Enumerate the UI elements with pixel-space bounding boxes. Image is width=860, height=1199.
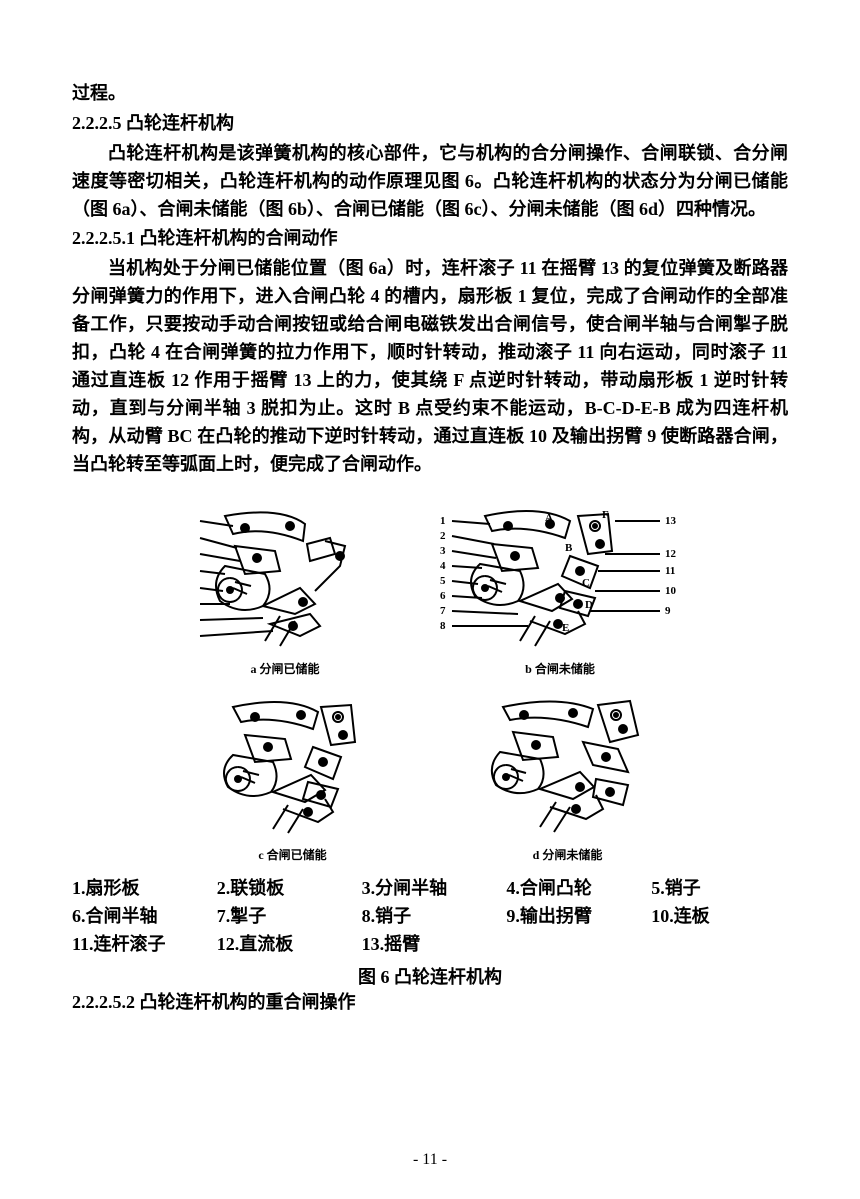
- legend-item: 11.连杆滚子: [72, 931, 209, 959]
- svg-text:A: A: [545, 512, 553, 524]
- legend-item: 7.掣子: [217, 903, 354, 931]
- svg-text:7: 7: [440, 605, 446, 617]
- figure-title: 图 6 凸轮连杆机构: [72, 963, 788, 989]
- legend-item: 5.销子: [651, 875, 788, 903]
- legend-item: 12.直流板: [217, 931, 354, 959]
- legend-list: 1.扇形板 2.联锁板 3.分闸半轴 4.合闸凸轮 5.销子 6.合闸半轴 7.…: [72, 875, 788, 959]
- diagram-6c: [193, 687, 393, 842]
- paragraph-body: 凸轮连杆机构是该弹簧机构的核心部件，它与机构的合分闸操作、合闸联锁、合分闸速度等…: [72, 140, 788, 224]
- legend-item: 6.合闸半轴: [72, 903, 209, 931]
- svg-text:D: D: [585, 599, 593, 611]
- page-number: - 11 -: [0, 1151, 860, 1169]
- heading-2-2-2-5-1: 2.2.2.5.1 凸轮连杆机构的合闸动作: [72, 225, 788, 253]
- svg-text:B: B: [565, 542, 573, 554]
- legend-item: 4.合闸凸轮: [506, 875, 643, 903]
- caption-6d: d 分闸未储能: [533, 846, 603, 863]
- legend-item: 9.输出拐臂: [506, 903, 643, 931]
- diagram-6a: [185, 496, 385, 656]
- svg-text:11: 11: [665, 565, 675, 577]
- legend-item: 8.销子: [362, 903, 499, 931]
- svg-text:12: 12: [665, 548, 677, 560]
- svg-text:9: 9: [665, 605, 671, 617]
- caption-6a: a 分闸已储能: [250, 660, 319, 677]
- diagram-6b: 1 2 3 4 5 6 7 8 13 12 11 10 9 A B C D: [430, 496, 690, 656]
- paragraph-continuation: 过程。: [72, 80, 788, 108]
- svg-text:C: C: [582, 577, 590, 589]
- svg-text:10: 10: [665, 585, 677, 597]
- figure-6: a 分闸已储能: [170, 496, 690, 863]
- svg-text:1: 1: [440, 515, 446, 527]
- svg-text:4: 4: [440, 560, 446, 572]
- svg-text:5: 5: [440, 575, 446, 587]
- svg-text:3: 3: [440, 545, 446, 557]
- legend-item: 2.联锁板: [217, 875, 354, 903]
- svg-text:F: F: [602, 509, 609, 521]
- diagram-6d: [458, 687, 678, 842]
- caption-6b: b 合闸未储能: [525, 660, 595, 677]
- heading-2-2-2-5: 2.2.2.5 凸轮连杆机构: [72, 110, 788, 138]
- legend-item: 13.摇臂: [362, 931, 499, 959]
- heading-2-2-2-5-2: 2.2.2.5.2 凸轮连杆机构的重合闸操作: [72, 989, 788, 1017]
- svg-text:2: 2: [440, 530, 446, 542]
- paragraph-body: 当机构处于分闸已储能位置（图 6a）时，连杆滚子 11 在摇臂 13 的复位弹簧…: [72, 255, 788, 478]
- svg-text:E: E: [562, 622, 569, 634]
- legend-item: 10.连板: [651, 903, 788, 931]
- svg-text:8: 8: [440, 620, 446, 632]
- svg-text:13: 13: [665, 515, 677, 527]
- caption-6c: c 合闸已储能: [258, 846, 326, 863]
- svg-text:6: 6: [440, 590, 446, 602]
- legend-item: 1.扇形板: [72, 875, 209, 903]
- legend-item: 3.分闸半轴: [362, 875, 499, 903]
